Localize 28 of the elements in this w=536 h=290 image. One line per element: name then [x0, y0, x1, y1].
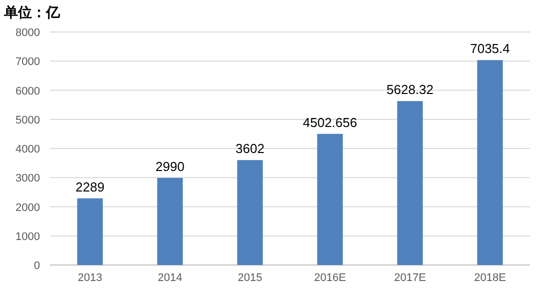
x-tick-label: 2016E: [314, 272, 346, 284]
y-tick-label: 3000: [16, 172, 40, 185]
x-tick-label: 2013: [78, 272, 102, 284]
y-tick-label: 4000: [16, 144, 40, 156]
y-tick-label: 1000: [16, 230, 40, 243]
y-tick-label: 2000: [16, 202, 40, 214]
bar: [77, 198, 103, 265]
bar: [397, 101, 423, 265]
y-tick-label: 0: [34, 260, 40, 272]
y-tick-label: 8000: [16, 27, 40, 39]
data-label: 4502.656: [302, 114, 358, 130]
data-label: 5628.32: [386, 82, 434, 98]
x-tick-label: 2017E: [394, 272, 426, 284]
y-axis-title: 单位：亿: [3, 4, 61, 20]
data-label: 7035.4: [470, 41, 510, 56]
y-tick-label: 6000: [16, 85, 40, 98]
data-label: 2990: [156, 158, 184, 174]
x-tick-label: 2018E: [474, 272, 506, 284]
y-tick-label: 5000: [16, 114, 40, 126]
bar: [237, 160, 263, 265]
y-tick-label: 7000: [16, 56, 40, 68]
bar: [317, 134, 343, 265]
bar: [157, 178, 183, 265]
data-label: 3602: [236, 141, 264, 156]
x-tick-label: 2015: [238, 272, 262, 284]
data-label: 2289: [76, 179, 104, 194]
x-tick-label: 2014: [158, 272, 182, 284]
bar: [477, 60, 503, 265]
